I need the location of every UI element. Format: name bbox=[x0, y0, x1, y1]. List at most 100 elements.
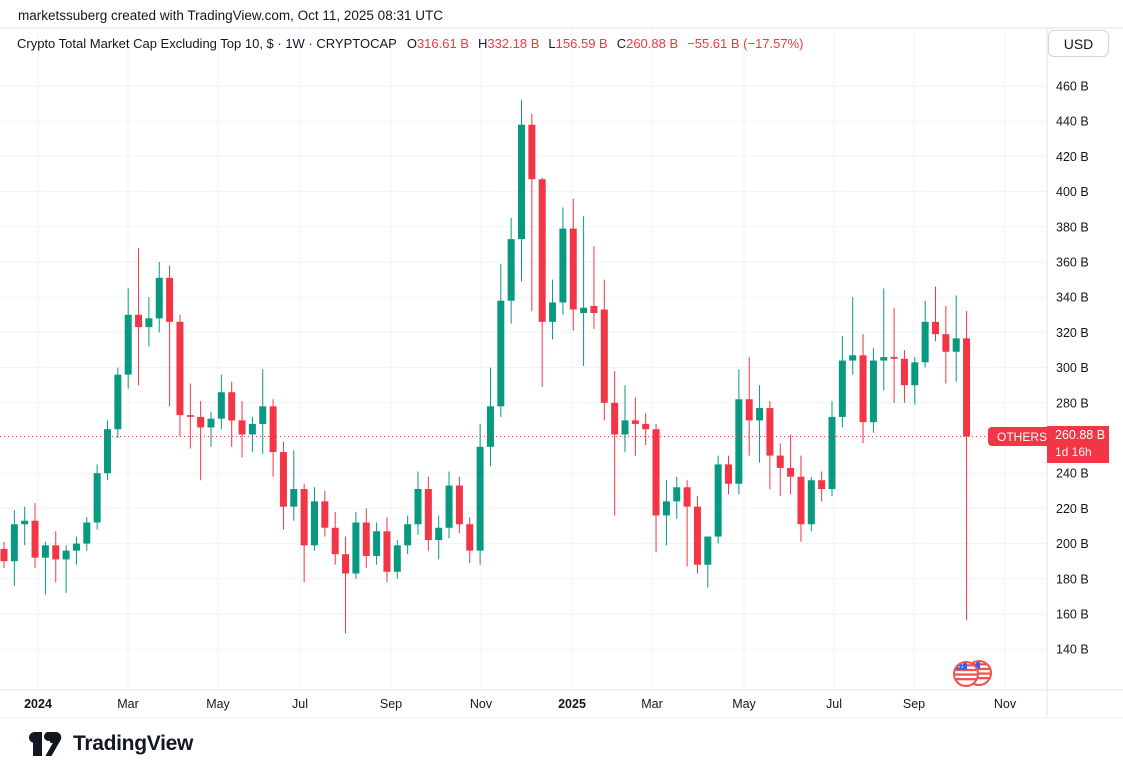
candle-body bbox=[62, 550, 70, 560]
tradingview-logo-text: TradingView bbox=[73, 732, 194, 755]
price-axis[interactable]: 460 B 440 B 420 B 400 B 380 B 360 B 340 B 320 B… bbox=[1056, 80, 1089, 657]
candle-body bbox=[963, 338, 971, 437]
candle-body bbox=[621, 420, 629, 435]
candle-body bbox=[383, 531, 391, 572]
candle-body bbox=[393, 545, 401, 572]
price-tick-label: 380 B bbox=[1056, 220, 1089, 234]
candle-body bbox=[538, 179, 546, 322]
candle-body bbox=[611, 402, 619, 435]
candle-body bbox=[321, 501, 329, 528]
price-tick-label: 160 B bbox=[1056, 608, 1089, 622]
candle-body bbox=[455, 485, 463, 525]
candle-body bbox=[311, 501, 318, 546]
candle-body bbox=[580, 307, 588, 314]
candle-body bbox=[31, 520, 39, 558]
open-value: O316.61 B bbox=[406, 36, 469, 51]
candle-body bbox=[0, 548, 8, 562]
price-tick-label: 220 B bbox=[1056, 502, 1089, 516]
candle-body bbox=[290, 489, 298, 507]
candle-body bbox=[797, 476, 805, 525]
candles-layer[interactable] bbox=[0, 100, 971, 634]
candle-body bbox=[745, 399, 753, 421]
candle-body bbox=[466, 524, 474, 551]
candle-body bbox=[859, 355, 867, 423]
price-tick-label: 440 B bbox=[1056, 115, 1089, 129]
candle-body bbox=[166, 277, 174, 322]
candle-body bbox=[83, 522, 91, 544]
time-tick-label: May bbox=[206, 697, 230, 711]
candle-body bbox=[248, 423, 256, 435]
candle-body bbox=[352, 522, 360, 574]
candle-body bbox=[932, 321, 939, 335]
time-axis[interactable]: 2024 Mar May Jul Sep Nov 2025 Mar May Jul Sep Nov bbox=[24, 697, 1017, 711]
candle-body bbox=[155, 277, 163, 319]
candle-body bbox=[186, 415, 194, 417]
candle-body bbox=[890, 357, 898, 359]
candle-body bbox=[838, 360, 846, 417]
price-tick-label: 200 B bbox=[1056, 537, 1089, 551]
candle-body bbox=[279, 452, 287, 507]
time-tick-label: Jul bbox=[292, 697, 308, 711]
candle-body bbox=[662, 501, 670, 516]
tradingview-logo[interactable]: TradingView bbox=[28, 731, 193, 757]
candle-body bbox=[828, 416, 836, 490]
candle-body bbox=[207, 418, 215, 428]
attribution-text: marketssuberg created with TradingView.c… bbox=[18, 8, 443, 23]
candle-body bbox=[259, 406, 267, 424]
time-tick-label: Jul bbox=[826, 697, 842, 711]
candle-body bbox=[300, 489, 308, 546]
current-price-value: 260.88 B bbox=[1055, 428, 1106, 442]
candle-body bbox=[549, 302, 557, 322]
candle-body bbox=[807, 480, 815, 525]
price-tick-label: 280 B bbox=[1056, 396, 1089, 410]
candle-body bbox=[476, 446, 484, 551]
candle-body bbox=[776, 455, 784, 468]
time-tick-label: Mar bbox=[117, 697, 139, 711]
price-tick-label: 300 B bbox=[1056, 361, 1089, 375]
time-tick-label: 2024 bbox=[24, 697, 52, 711]
time-tick-label: Sep bbox=[380, 697, 402, 711]
time-tick-label: Nov bbox=[470, 697, 493, 711]
price-tick-label: 420 B bbox=[1056, 150, 1089, 164]
price-tick-label: 460 B bbox=[1056, 80, 1089, 94]
price-tick-label: 240 B bbox=[1056, 467, 1089, 481]
candle-body bbox=[569, 228, 577, 310]
tradingview-logo-icon bbox=[29, 732, 62, 756]
candle-body bbox=[124, 314, 132, 375]
close-value: C260.88 B bbox=[616, 36, 679, 51]
candle-body bbox=[342, 554, 350, 574]
time-tick-label: Mar bbox=[641, 697, 663, 711]
candle-body bbox=[921, 321, 929, 363]
candle-body bbox=[714, 464, 722, 537]
pane-borders bbox=[0, 27, 1123, 719]
candle-body bbox=[135, 314, 143, 328]
candle-body bbox=[72, 543, 80, 551]
candle-body bbox=[114, 374, 122, 430]
candle-body bbox=[673, 487, 681, 502]
candle-body bbox=[197, 416, 205, 428]
candle-body bbox=[693, 506, 701, 565]
us-flag-event-marker[interactable] bbox=[953, 660, 992, 687]
candle-body bbox=[497, 300, 505, 407]
candle-body bbox=[725, 464, 732, 484]
candle-body bbox=[104, 429, 111, 474]
time-tick-label: Sep bbox=[903, 697, 925, 711]
candle-body bbox=[41, 545, 49, 558]
candle-body bbox=[93, 473, 101, 523]
candle-body bbox=[818, 480, 826, 490]
price-tick-label: 400 B bbox=[1056, 185, 1089, 199]
time-tick-label: 2025 bbox=[558, 697, 586, 711]
symbol-title[interactable]: Crypto Total Market Cap Excluding Top 10… bbox=[17, 36, 397, 51]
candle-body bbox=[559, 228, 567, 303]
candle-body bbox=[145, 318, 153, 328]
series-price-label[interactable]: OTHERS bbox=[988, 427, 1057, 446]
current-price-axis-label[interactable]: 260.88 B 1d 16h bbox=[1047, 426, 1109, 463]
candle-body bbox=[435, 527, 443, 541]
chart-legend[interactable]: Crypto Total Market Cap Excluding Top 10… bbox=[17, 36, 804, 51]
candle-body bbox=[590, 306, 598, 314]
candle-body bbox=[176, 321, 184, 416]
candle-body bbox=[486, 406, 494, 447]
candle-body bbox=[735, 399, 743, 484]
currency-toggle-button[interactable]: USD bbox=[1048, 30, 1109, 57]
